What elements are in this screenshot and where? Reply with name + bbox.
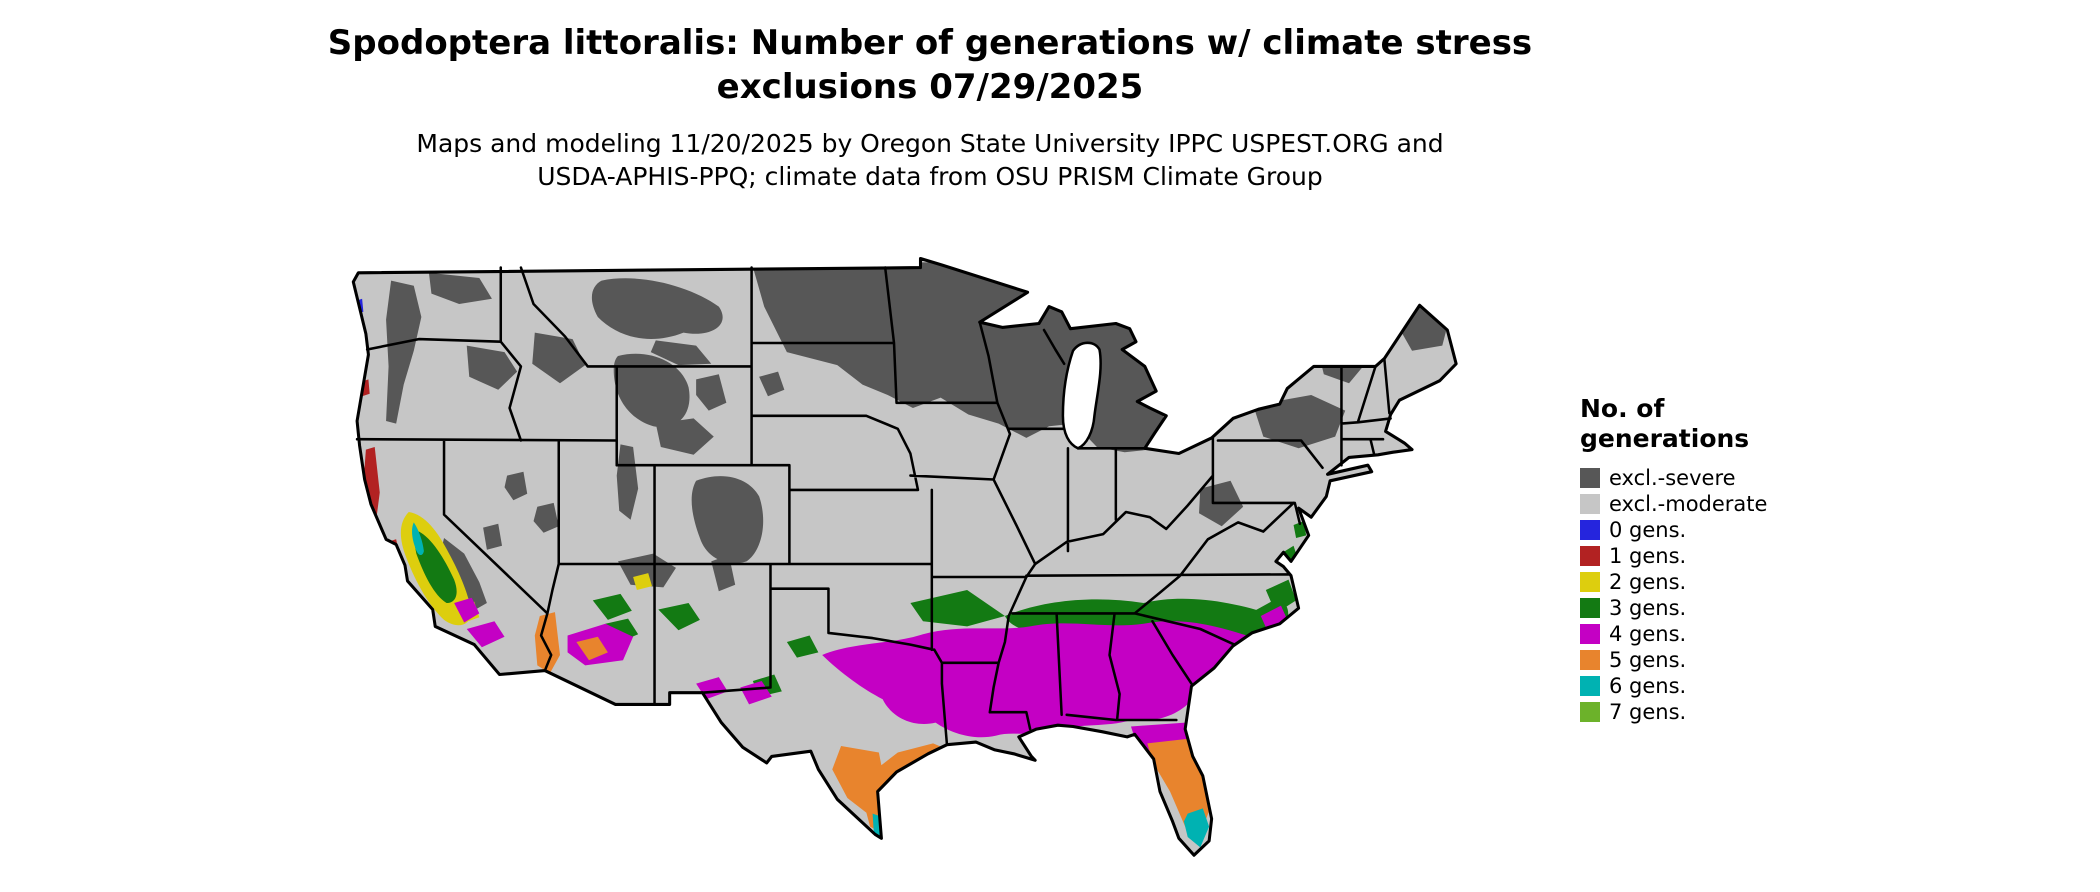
legend-label-excl-moderate: excl.-moderate <box>1609 492 1768 516</box>
legend-label-2-gens: 2 gens. <box>1609 570 1687 594</box>
legend-item-7-gens: 7 gens. <box>1580 699 1830 725</box>
zone-4-gens <box>454 597 1289 762</box>
map-svg <box>351 256 1458 857</box>
legend-swatch-6-gens <box>1580 676 1600 696</box>
zone-5-gens <box>534 612 1210 835</box>
legend-item-0-gens: 0 gens. <box>1580 517 1830 543</box>
page-title-line1: Spodoptera littoralis: Number of generat… <box>327 23 1533 63</box>
header: Spodoptera littoralis: Number of generat… <box>0 22 1860 193</box>
legend-title: No. of generations <box>1580 394 1750 453</box>
legend-label-excl-severe: excl.-severe <box>1609 466 1736 490</box>
legend-swatch-7-gens <box>1580 702 1600 722</box>
legend-label-5-gens: 5 gens. <box>1609 648 1687 672</box>
legend-label-3-gens: 3 gens. <box>1609 596 1687 620</box>
legend-label-0-gens: 0 gens. <box>1609 518 1687 542</box>
legend-items: excl.-severe excl.-moderate 0 gens. 1 ge… <box>1580 465 1830 725</box>
legend-swatch-0-gens <box>1580 520 1600 540</box>
legend-label-6-gens: 6 gens. <box>1609 674 1687 698</box>
credit-block: Maps and modeling 11/20/2025 by Oregon S… <box>0 127 1860 193</box>
page-title-line2: exclusions 07/29/2025 <box>716 66 1144 107</box>
legend-label-4-gens: 4 gens. <box>1609 622 1687 646</box>
legend-swatch-excl-moderate <box>1580 494 1600 514</box>
zone-7-gens <box>876 837 1198 856</box>
legend: No. of generations excl.-severe excl.-mo… <box>1580 394 1830 725</box>
credit-line2: USDA-APHIS-PPQ; climate data from OSU PR… <box>537 162 1323 192</box>
legend-item-excl-severe: excl.-severe <box>1580 465 1830 491</box>
legend-label-7-gens: 7 gens. <box>1609 700 1687 724</box>
credit-line1: Maps and modeling 11/20/2025 by Oregon S… <box>416 129 1444 159</box>
us-outline <box>351 256 1458 857</box>
legend-item-excl-moderate: excl.-moderate <box>1580 491 1830 517</box>
legend-swatch-1-gens <box>1580 546 1600 566</box>
legend-item-1-gens: 1 gens. <box>1580 543 1830 569</box>
legend-swatch-3-gens <box>1580 598 1600 618</box>
zone-excl-severe <box>386 262 1453 610</box>
us-generations-map <box>318 226 1528 876</box>
legend-item-6-gens: 6 gens. <box>1580 673 1830 699</box>
state-borders <box>355 266 1392 746</box>
legend-item-4-gens: 4 gens. <box>1580 621 1830 647</box>
legend-item-5-gens: 5 gens. <box>1580 647 1830 673</box>
legend-swatch-2-gens <box>1580 572 1600 592</box>
legend-item-3-gens: 3 gens. <box>1580 595 1830 621</box>
legend-label-1-gens: 1 gens. <box>1609 544 1687 568</box>
legend-swatch-4-gens <box>1580 624 1600 644</box>
lake-michigan <box>1061 341 1102 450</box>
legend-swatch-excl-severe <box>1580 468 1600 488</box>
zone-2-gens <box>400 512 653 626</box>
legend-swatch-5-gens <box>1580 650 1600 670</box>
legend-item-2-gens: 2 gens. <box>1580 569 1830 595</box>
